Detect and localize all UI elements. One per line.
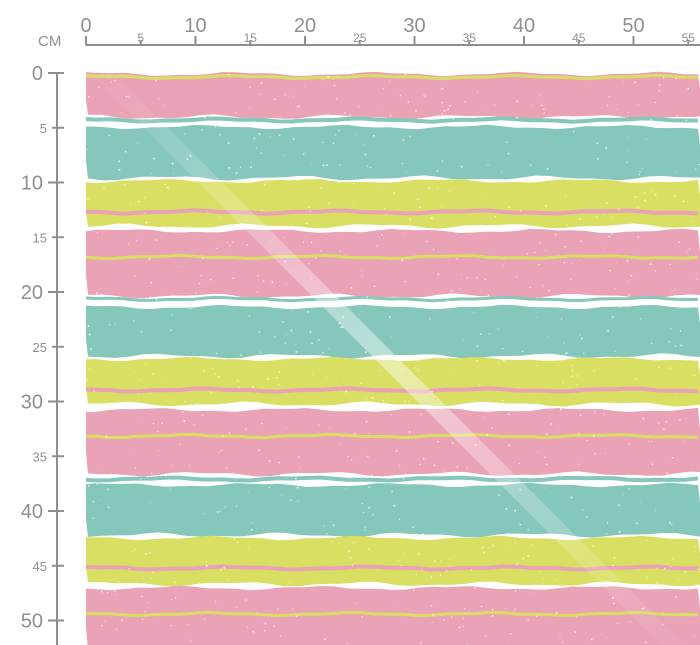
accent-line-yellow: [86, 432, 699, 440]
top-minor-label: 35: [463, 31, 477, 45]
accent-line-yellow: [86, 610, 699, 618]
top-minor-label: 15: [244, 31, 258, 45]
stripe-pink: [86, 228, 700, 299]
stripe-pink: [86, 71, 700, 120]
top-minor-label: 5: [137, 31, 144, 45]
stripe-pink: [86, 407, 700, 477]
accent-line-yellow: [86, 73, 699, 81]
accent-line-yellow: [86, 253, 699, 261]
accent-line-teal: [86, 295, 699, 303]
left-major-label: 50: [21, 611, 43, 633]
left-major-label: 0: [32, 63, 43, 85]
top-major-label: 10: [184, 15, 206, 37]
left-minor-label: 35: [33, 449, 47, 464]
ruler: 0 10 20 30 40 50 5 15 25 35 45 55 0 10 20 30 40 50 5 15 25 35…: [21, 15, 700, 645]
left-major-label: 30: [21, 392, 43, 414]
accent-line-teal: [86, 475, 699, 483]
accent-line-teal: [86, 116, 698, 124]
left-major-label: 40: [21, 501, 43, 523]
top-minor-label: 25: [353, 31, 367, 45]
left-minor-label: 45: [33, 559, 47, 574]
light-glare: [86, 70, 685, 645]
left-minor-label: 25: [33, 340, 47, 355]
stripe-yellow: [86, 535, 700, 587]
top-major-label: 0: [80, 15, 91, 37]
top-major-label: 40: [513, 15, 535, 37]
fabric-swatch: [86, 70, 700, 645]
stripe-teal: [86, 124, 700, 181]
accent-line-pink: [86, 386, 699, 394]
top-minor-label: 45: [572, 31, 586, 45]
left-minor-label: 15: [33, 230, 47, 245]
top-major-label: 30: [403, 15, 425, 37]
stripe-yellow: [86, 356, 700, 407]
stripe-teal: [86, 304, 700, 359]
left-major-label: 20: [21, 282, 43, 304]
left-major-label: 10: [21, 173, 43, 195]
top-minor-label: 55: [682, 31, 696, 45]
top-major-label: 20: [294, 15, 316, 37]
stripe-teal: [86, 482, 700, 538]
top-major-label: 50: [622, 15, 644, 37]
fabric-speckles: [86, 70, 700, 645]
left-minor-label: 5: [40, 121, 47, 136]
accent-line-pink: [86, 208, 699, 216]
unit-label: CM: [38, 33, 62, 50]
